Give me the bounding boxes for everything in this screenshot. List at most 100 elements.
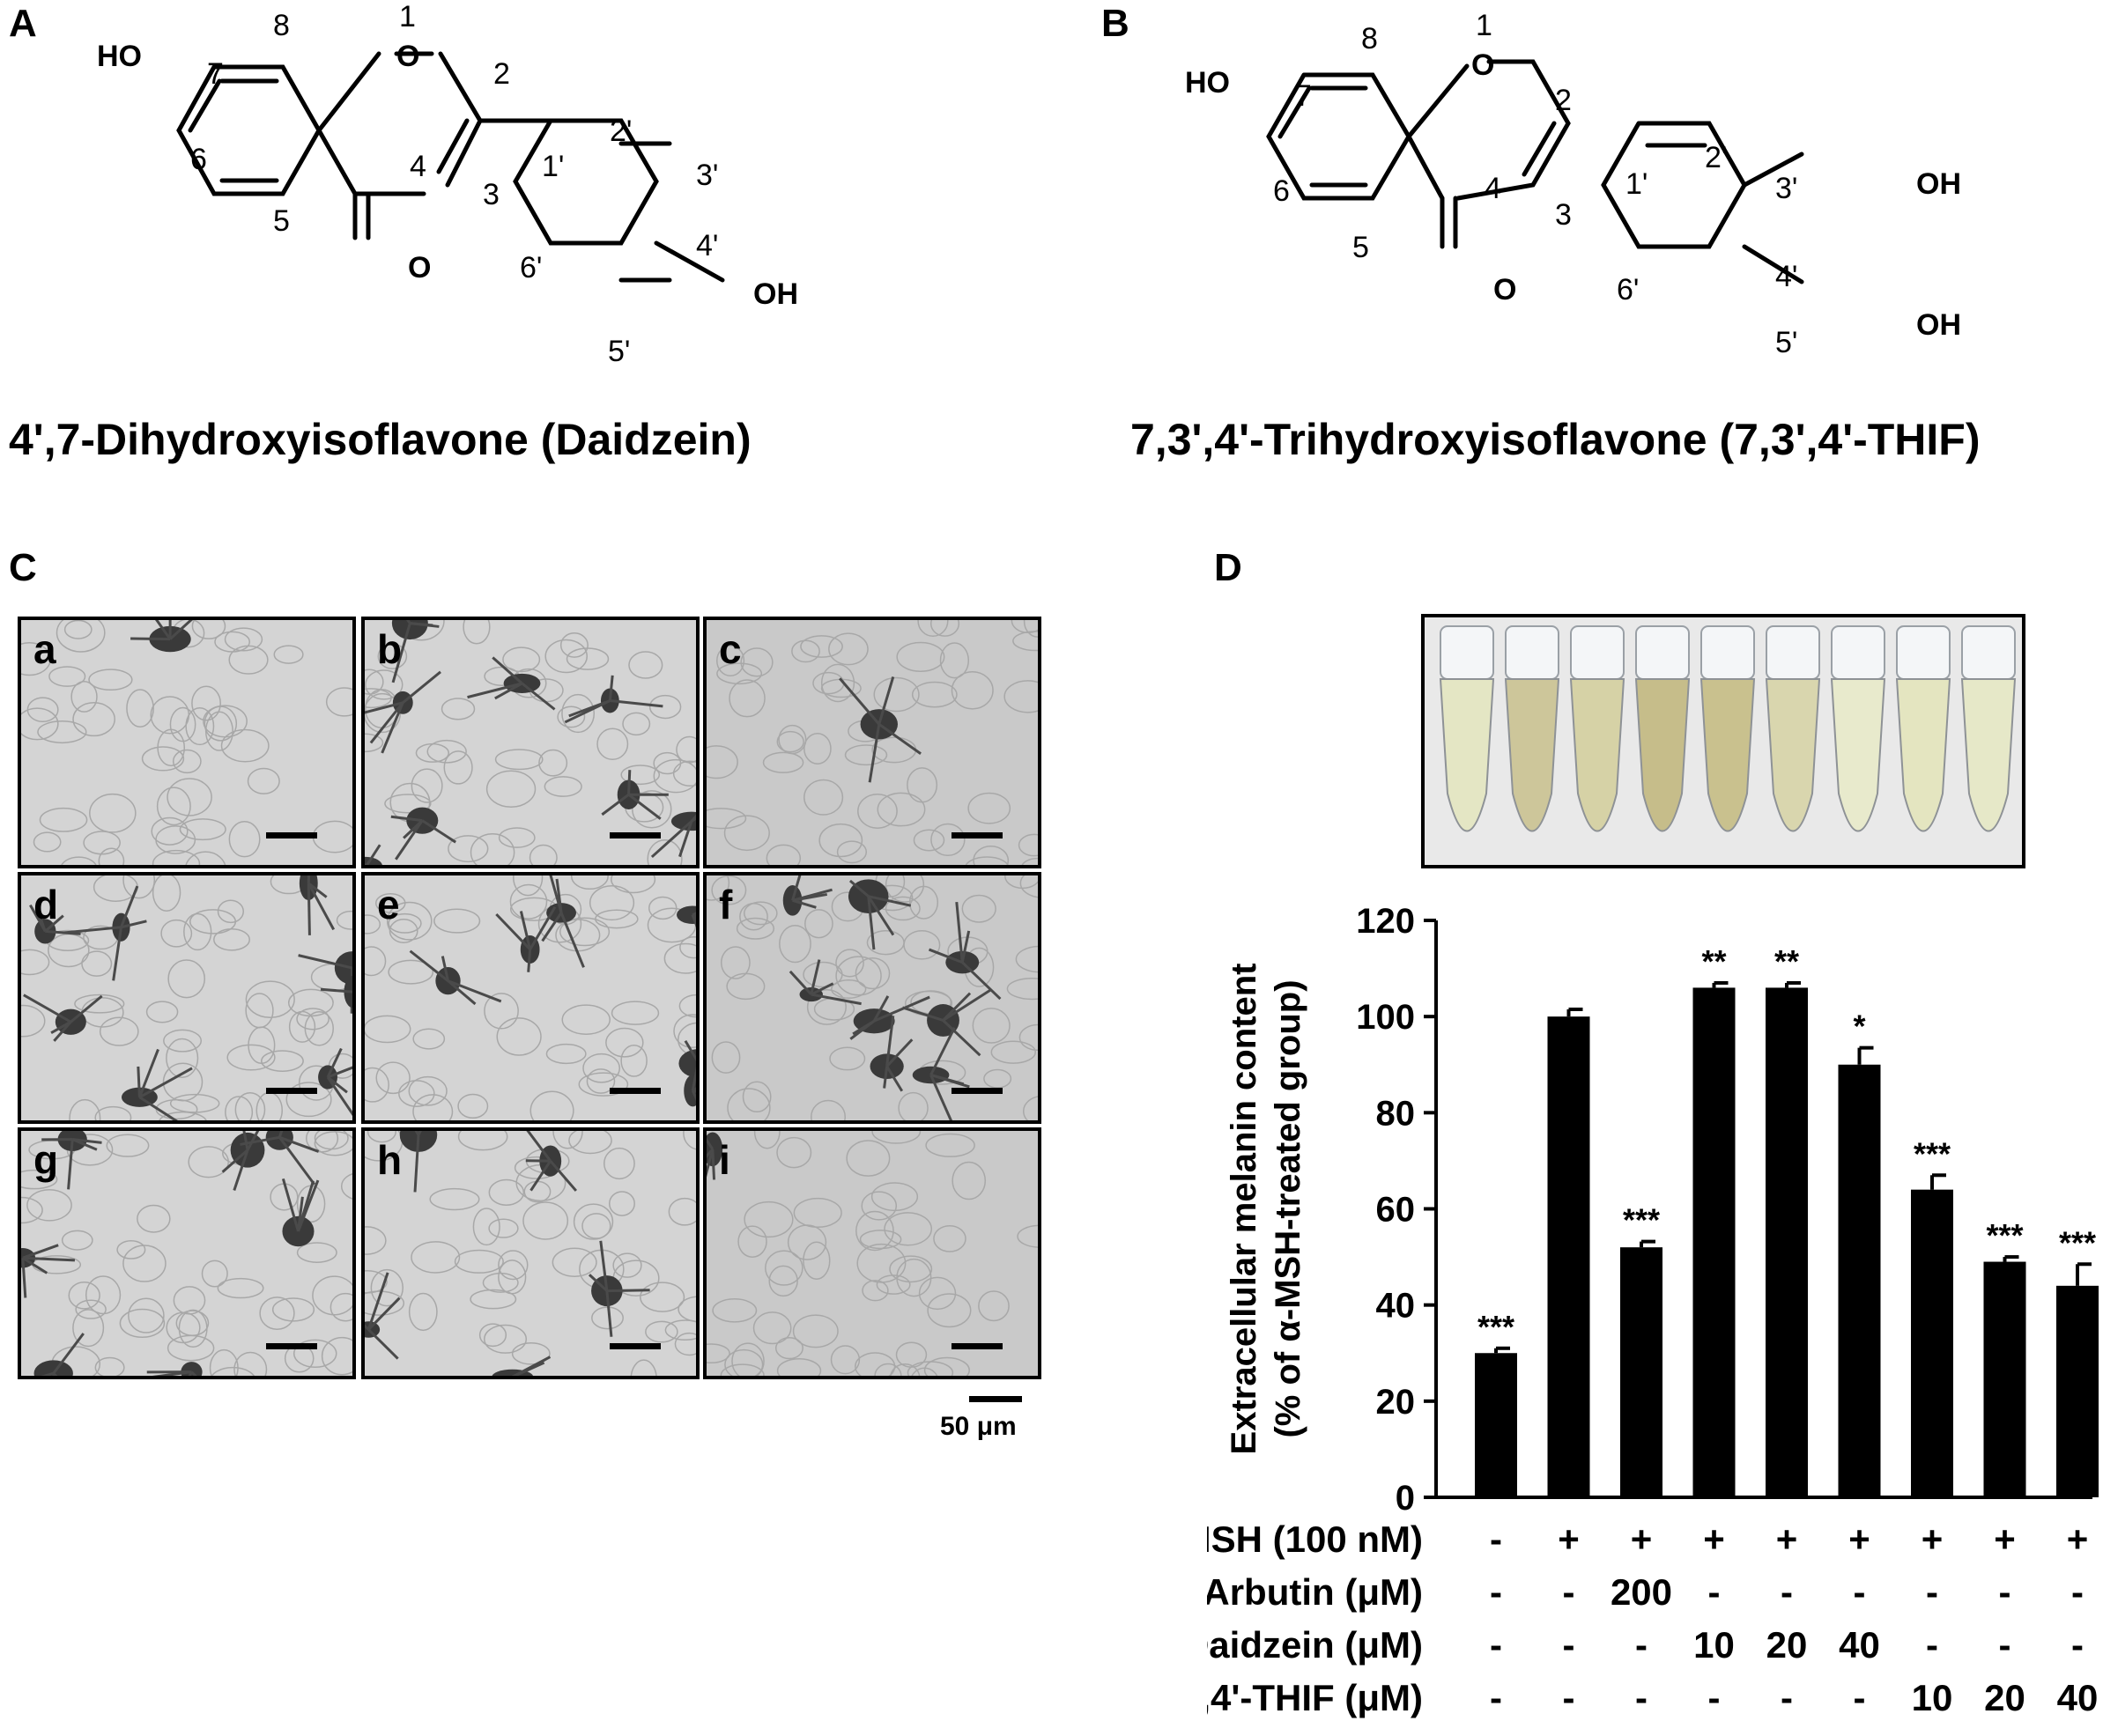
num-5p-a: 5' xyxy=(608,335,630,368)
bar xyxy=(2056,1285,2099,1497)
tube-6 xyxy=(1765,625,1821,832)
tube-4 xyxy=(1634,625,1691,832)
bar xyxy=(1983,1261,2026,1497)
treatment-cell: - xyxy=(1854,1571,1866,1613)
micrograph-scalebar-c xyxy=(952,832,1003,838)
micrograph-label-f: f xyxy=(719,882,733,927)
ho-label-b: HO xyxy=(1185,66,1230,100)
num-2-a: 2 xyxy=(493,57,510,91)
treatment-cell: 20 xyxy=(1984,1677,2025,1718)
tube-3 xyxy=(1569,625,1625,832)
treatment-cell: - xyxy=(2071,1624,2084,1666)
micrograph-scalebar-h xyxy=(610,1343,661,1349)
micrograph-scalebar-i xyxy=(952,1343,1003,1349)
micrograph-g: g xyxy=(18,1127,356,1379)
treatment-cell: - xyxy=(1926,1571,1938,1613)
treatment-cell: - xyxy=(1490,1624,1502,1666)
tube-8 xyxy=(1895,625,1951,832)
treatment-cell: + xyxy=(1848,1518,1870,1560)
treatment-cell: + xyxy=(1558,1518,1580,1560)
num-5p-b: 5' xyxy=(1775,326,1797,359)
significance-label: *** xyxy=(2059,1224,2096,1260)
treatment-row-label: Arbutin (μM) xyxy=(1207,1571,1423,1613)
scale-bar-label: 50 μm xyxy=(940,1412,1017,1441)
treatment-cell: + xyxy=(2067,1518,2089,1560)
panel-a-letter: A xyxy=(9,2,37,45)
y-tick-label: 0 xyxy=(1396,1479,1415,1518)
o4-label-a: O xyxy=(408,251,431,284)
panel-c-letter: C xyxy=(9,546,37,589)
treatment-cell: 40 xyxy=(1839,1624,1880,1666)
significance-label: *** xyxy=(1623,1202,1660,1238)
num-1p-b: 1' xyxy=(1625,167,1648,201)
num-5-b: 5 xyxy=(1352,231,1369,264)
significance-label: *** xyxy=(1986,1217,2023,1253)
significance-label: ** xyxy=(1701,943,1726,979)
o1-label-b: O xyxy=(1471,48,1494,82)
y-tick-label: 100 xyxy=(1356,998,1415,1037)
micrograph-h-texture xyxy=(365,1131,696,1376)
treatment-cell: - xyxy=(1635,1624,1648,1666)
tube-2 xyxy=(1504,625,1560,832)
micrograph-b-texture xyxy=(365,620,696,865)
micrograph-a: a xyxy=(18,617,356,868)
micrograph-e-texture xyxy=(365,875,696,1120)
treatment-cell: - xyxy=(1999,1571,2011,1613)
num-4-b: 4 xyxy=(1485,172,1501,205)
micrograph-label-c: c xyxy=(719,626,742,672)
treatment-cell: - xyxy=(1781,1677,1793,1718)
treatment-cell: - xyxy=(1563,1571,1575,1613)
num-3-b: 3 xyxy=(1555,198,1572,232)
treatment-cell: + xyxy=(1922,1518,1944,1560)
micrograph-scalebar-a xyxy=(266,832,317,838)
bar xyxy=(1692,987,1736,1497)
micrograph-b: b xyxy=(361,617,700,868)
micrograph-a-texture xyxy=(21,620,352,865)
treatment-cell: 10 xyxy=(1693,1624,1735,1666)
micrograph-label-i: i xyxy=(719,1137,730,1183)
significance-label: *** xyxy=(1477,1309,1514,1345)
treatment-cell: - xyxy=(1999,1624,2011,1666)
micrograph-scalebar-b xyxy=(610,832,661,838)
micrograph-label-e: e xyxy=(377,882,400,927)
num-6-b: 6 xyxy=(1273,174,1290,208)
bar xyxy=(1620,1247,1662,1497)
treatment-cell: - xyxy=(1781,1571,1793,1613)
treatment-cell: - xyxy=(1490,1571,1502,1613)
bar xyxy=(1475,1353,1517,1497)
bar xyxy=(1838,1064,1881,1497)
bar xyxy=(1547,1016,1590,1497)
num-4-a: 4 xyxy=(410,150,426,183)
num-2p-b: 2' xyxy=(1705,141,1727,174)
micrograph-scalebar-e xyxy=(610,1088,661,1094)
treatment-cell: 40 xyxy=(2057,1677,2099,1718)
micrograph-f: f xyxy=(703,872,1041,1124)
panel-b-letter: B xyxy=(1101,2,1129,45)
micrograph-d: d xyxy=(18,872,356,1124)
tube-9 xyxy=(1960,625,2017,832)
num-6-a: 6 xyxy=(190,143,207,176)
treatment-cell: - xyxy=(1490,1677,1502,1718)
num-7-a: 7 xyxy=(207,57,224,91)
num-4p-a: 4' xyxy=(696,229,718,262)
treatment-cell: 20 xyxy=(1766,1624,1808,1666)
micrograph-g-texture xyxy=(21,1131,352,1376)
treatment-cell: 200 xyxy=(1611,1571,1672,1613)
daidzein-title: 4',7-Dihydroxyisoflavone (Daidzein) xyxy=(9,415,752,464)
micrograph-scalebar-d xyxy=(266,1088,317,1094)
micrograph-i-texture xyxy=(707,1131,1038,1376)
tube-1 xyxy=(1439,625,1495,832)
num-1p-a: 1' xyxy=(542,150,564,183)
significance-label: ** xyxy=(1774,943,1799,979)
micrograph-f-texture xyxy=(707,875,1038,1120)
num-7-b: 7 xyxy=(1295,79,1312,113)
micrograph-label-g: g xyxy=(33,1137,59,1183)
melanin-bar-chart: 0 20 40 60 80 100 120 Extracellular melanin con… xyxy=(1207,902,2099,1718)
num-3-a: 3 xyxy=(483,178,500,211)
treatment-cell: + xyxy=(1776,1518,1798,1560)
treatment-cell: - xyxy=(2071,1571,2084,1613)
treatment-row-label: α-MSH (100 nM) xyxy=(1207,1518,1423,1560)
micrograph-label-b: b xyxy=(377,626,403,672)
micrograph-label-d: d xyxy=(33,882,59,927)
treatment-cell: - xyxy=(1635,1677,1648,1718)
